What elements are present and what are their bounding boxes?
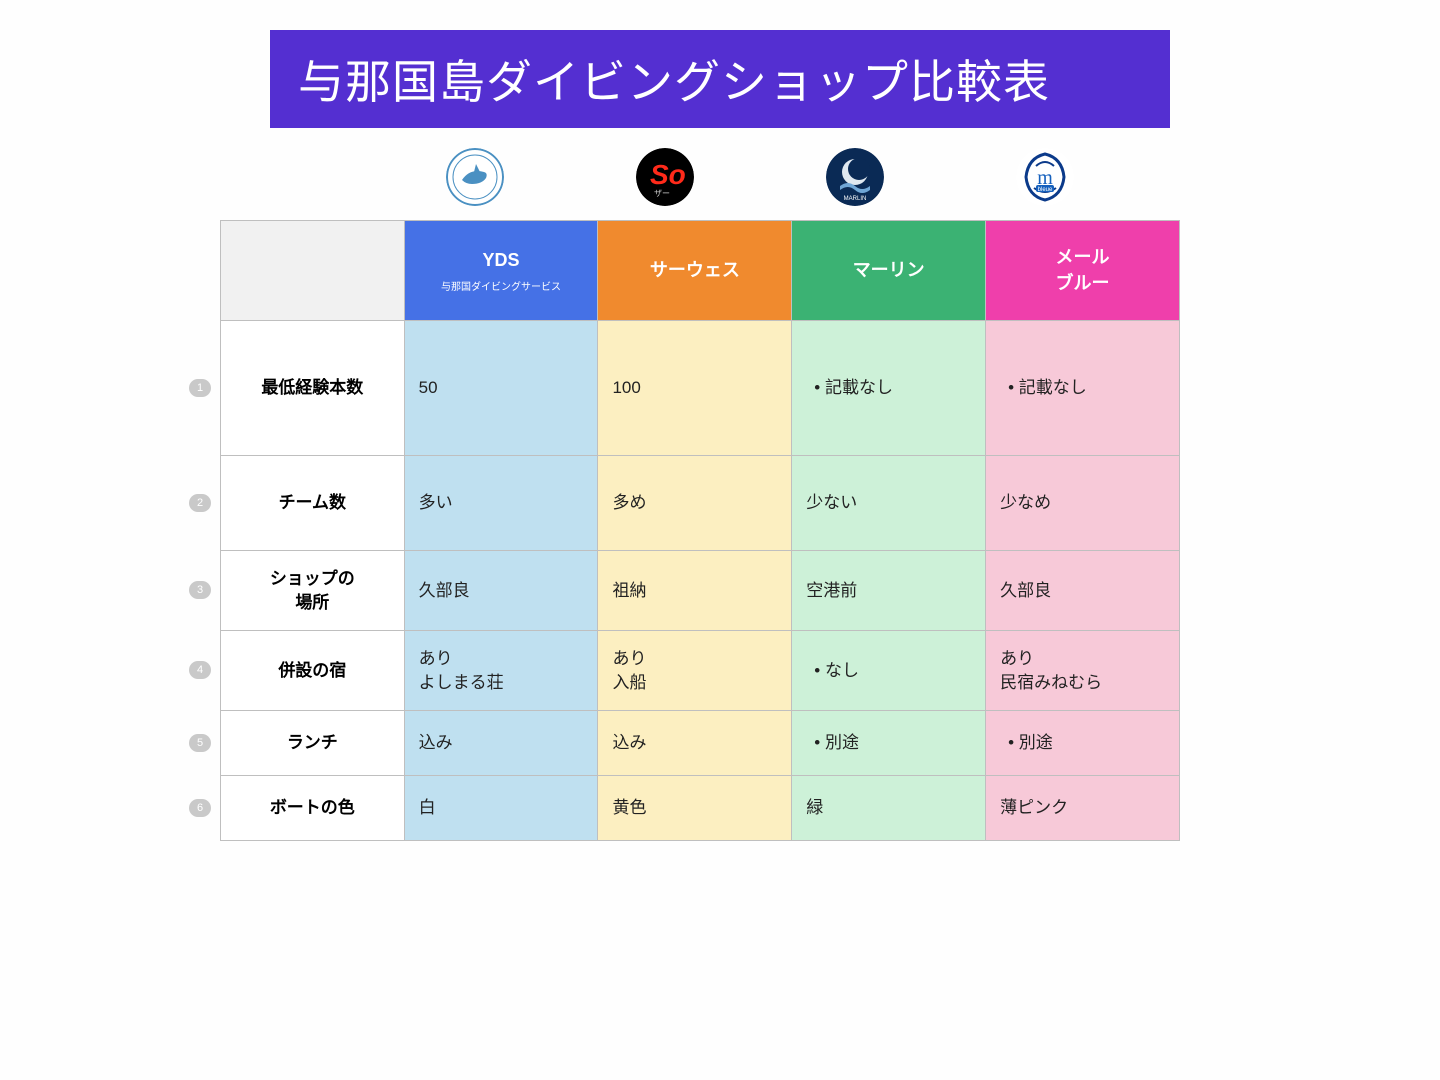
logo-row: So ザー MARLIN m bleue: [380, 148, 1260, 206]
table-cell: 込み: [404, 711, 598, 776]
row-badge: 3: [189, 581, 211, 599]
svg-text:So: So: [650, 159, 686, 190]
row-label: 最低経験本数: [221, 321, 405, 456]
table-cell: 久部良: [986, 551, 1180, 631]
table-cell: 多い: [404, 456, 598, 551]
row-label: 併設の宿: [221, 631, 405, 711]
table-cell: 記載なし: [792, 321, 986, 456]
table-row: 最低経験本数50100記載なし記載なし: [221, 321, 1180, 456]
table-cell: 少なめ: [986, 456, 1180, 551]
table-row: ショップの 場所久部良祖納空港前久部良: [221, 551, 1180, 631]
row-label: ボートの色: [221, 776, 405, 841]
table-cell: あり 入船: [598, 631, 792, 711]
table-cell: 薄ピンク: [986, 776, 1180, 841]
table-cell: 祖納: [598, 551, 792, 631]
table-cell: あり 民宿みねむら: [986, 631, 1180, 711]
table-row: ボートの色白黄色緑薄ピンク: [221, 776, 1180, 841]
comparison-table: YDS与那国ダイビングサービスサーウェスマーリンメール ブルー 最低経験本数50…: [220, 220, 1180, 841]
svg-text:ザー: ザー: [654, 189, 670, 198]
table-cell: 50: [404, 321, 598, 456]
table-corner: [221, 221, 405, 321]
col-header-yds: YDS与那国ダイビングサービス: [404, 221, 598, 321]
shop-logo-marlin: MARLIN: [760, 148, 950, 206]
row-badge: 5: [189, 734, 211, 752]
table-cell: 多め: [598, 456, 792, 551]
row-badge: 2: [189, 494, 211, 512]
table-cell: 空港前: [792, 551, 986, 631]
table-cell: 別途: [986, 711, 1180, 776]
table-cell: あり よしまる荘: [404, 631, 598, 711]
svg-text:MARLIN: MARLIN: [844, 196, 867, 202]
col-header-sawes: サーウェス: [598, 221, 792, 321]
table-cell: 久部良: [404, 551, 598, 631]
row-badge: 6: [189, 799, 211, 817]
row-label: チーム数: [221, 456, 405, 551]
table-cell: 黄色: [598, 776, 792, 841]
shop-logo-merbleue: m bleue: [950, 148, 1140, 206]
row-label: ショップの 場所: [221, 551, 405, 631]
table-cell: 緑: [792, 776, 986, 841]
col-header-merbleue: メール ブルー: [986, 221, 1180, 321]
table-row: 併設の宿あり よしまる荘あり 入船なしあり 民宿みねむら: [221, 631, 1180, 711]
table-cell: 白: [404, 776, 598, 841]
table-cell: なし: [792, 631, 986, 711]
table-row: ランチ込み込み別途別途: [221, 711, 1180, 776]
table-cell: 記載なし: [986, 321, 1180, 456]
svg-text:bleue: bleue: [1038, 187, 1053, 193]
table-cell: 込み: [598, 711, 792, 776]
table-cell: 少ない: [792, 456, 986, 551]
row-badge: 1: [189, 379, 211, 397]
shop-logo-yds: [380, 148, 570, 206]
table-cell: 100: [598, 321, 792, 456]
row-label: ランチ: [221, 711, 405, 776]
shop-logo-sawes: So ザー: [570, 148, 760, 206]
row-badge: 4: [189, 661, 211, 679]
table-row: チーム数多い多め少ない少なめ: [221, 456, 1180, 551]
page-title: 与那国島ダイビングショップ比較表: [270, 30, 1170, 128]
col-header-marlin: マーリン: [792, 221, 986, 321]
row-number-badges: 1 2 3 4 5 6: [180, 220, 220, 841]
table-cell: 別途: [792, 711, 986, 776]
